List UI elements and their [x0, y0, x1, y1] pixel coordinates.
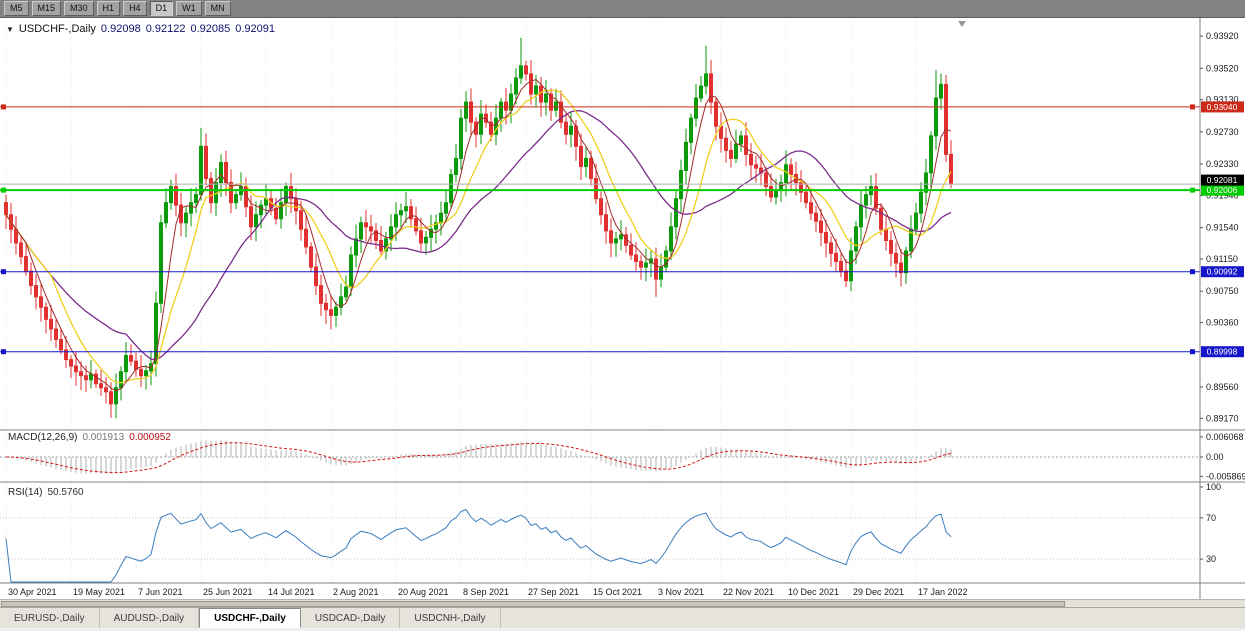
- horizontal-scrollbar[interactable]: [0, 599, 1245, 607]
- svg-text:17 Jan 2022: 17 Jan 2022: [918, 587, 968, 597]
- macd-pane: 0.006068 0.00 -0.005869: [0, 432, 1245, 481]
- svg-text:0.90750: 0.90750: [1206, 286, 1239, 296]
- svg-text:30 Apr 2021: 30 Apr 2021: [8, 587, 57, 597]
- timeframe-button-h4[interactable]: H4: [123, 1, 147, 16]
- svg-text:0.92081: 0.92081: [1207, 175, 1238, 185]
- ohlc-low: 0.92085: [190, 23, 231, 35]
- timeframe-button-mn[interactable]: MN: [204, 1, 231, 16]
- svg-text:10 Dec 2021: 10 Dec 2021: [788, 587, 839, 597]
- macd-name: MACD(12,26,9): [8, 432, 78, 443]
- svg-text:3 Nov 2021: 3 Nov 2021: [658, 587, 704, 597]
- chart-symbol-label: USDCHF-,Daily: [18, 23, 96, 35]
- svg-text:0.91540: 0.91540: [1206, 223, 1239, 233]
- svg-text:-0.005869: -0.005869: [1206, 471, 1245, 481]
- grid-layer: [5, 18, 917, 583]
- svg-text:0.90360: 0.90360: [1206, 318, 1239, 328]
- moving-averages-layer: [5, 78, 952, 392]
- timeframe-toolbar: M5 M15 M30 H1 H4 D1 W1 MN: [0, 0, 1245, 18]
- svg-text:0.89170: 0.89170: [1206, 413, 1239, 423]
- level-lines-layer[interactable]: [0, 104, 1200, 355]
- svg-text:0.006068: 0.006068: [1206, 432, 1244, 442]
- timeframe-button-w1[interactable]: W1: [176, 1, 202, 16]
- chart-title: ▼ USDCHF-,Daily 0.92098 0.92122 0.92085 …: [6, 23, 275, 35]
- macd-main-value: 0.001913: [82, 432, 125, 443]
- chart-dropdown-icon[interactable]: ▼: [6, 24, 14, 34]
- svg-text:19 May 2021: 19 May 2021: [73, 587, 125, 597]
- svg-text:30: 30: [1206, 554, 1216, 564]
- svg-text:20 Aug 2021: 20 Aug 2021: [398, 587, 449, 597]
- svg-text:27 Sep 2021: 27 Sep 2021: [528, 587, 579, 597]
- rsi-pane: 100 70 30: [0, 482, 1221, 583]
- candles-layer: [4, 37, 953, 419]
- tab-eurusd-daily[interactable]: EURUSD-,Daily: [0, 608, 100, 628]
- svg-text:0.92006: 0.92006: [1207, 185, 1238, 195]
- macd-indicator-label: MACD(12,26,9) 0.001913 0.000952: [8, 432, 171, 443]
- svg-text:25 Jun 2021: 25 Jun 2021: [203, 587, 253, 597]
- chart-tabs: EURUSD-,Daily AUDUSD-,Daily USDCHF-,Daily U…: [0, 607, 1245, 628]
- svg-text:100: 100: [1206, 482, 1221, 492]
- svg-text:0.93130: 0.93130: [1206, 95, 1239, 105]
- tab-usdcad-daily[interactable]: USDCAD-,Daily: [301, 608, 401, 628]
- timeframe-button-d1[interactable]: D1: [149, 1, 174, 16]
- timeframe-button-m30[interactable]: M30: [64, 1, 94, 16]
- pane-separators: [0, 18, 1245, 599]
- svg-text:0.93040: 0.93040: [1207, 102, 1238, 112]
- rsi-indicator-label: RSI(14) 50.5760: [8, 487, 84, 498]
- svg-text:14 Jul 2021: 14 Jul 2021: [268, 587, 315, 597]
- svg-text:29 Dec 2021: 29 Dec 2021: [853, 587, 904, 597]
- timeframe-button-m15[interactable]: M15: [31, 1, 62, 16]
- svg-text:70: 70: [1206, 513, 1216, 523]
- tab-audusd-daily[interactable]: AUDUSD-,Daily: [100, 608, 200, 628]
- tab-usdchf-daily[interactable]: USDCHF-,Daily: [199, 608, 301, 628]
- svg-text:22 Nov 2021: 22 Nov 2021: [723, 587, 774, 597]
- svg-text:8 Sep 2021: 8 Sep 2021: [463, 587, 509, 597]
- price-scale[interactable]: 0.939200.935200.931300.927300.923300.919…: [1200, 31, 1244, 423]
- svg-text:0.89998: 0.89998: [1207, 347, 1238, 357]
- svg-text:2 Aug 2021: 2 Aug 2021: [333, 587, 379, 597]
- chart-shift-icon: [958, 21, 966, 27]
- svg-text:0.93520: 0.93520: [1206, 63, 1239, 73]
- ohlc-high: 0.92122: [145, 23, 186, 35]
- bottom-strip: [0, 628, 1245, 631]
- svg-text:0.92730: 0.92730: [1206, 127, 1239, 137]
- svg-text:0.89560: 0.89560: [1206, 382, 1239, 392]
- ohlc-open: 0.92098: [100, 23, 141, 35]
- timeframe-button-m5[interactable]: M5: [4, 1, 29, 16]
- scrollbar-thumb[interactable]: [1, 601, 1066, 607]
- svg-text:0.92330: 0.92330: [1206, 159, 1239, 169]
- svg-text:0.93920: 0.93920: [1206, 31, 1239, 41]
- svg-text:0.90992: 0.90992: [1207, 267, 1238, 277]
- tab-usdcnh-daily[interactable]: USDCNH-,Daily: [400, 608, 501, 628]
- rsi-value: 50.5760: [47, 487, 84, 498]
- ohlc-close: 0.92091: [235, 23, 275, 35]
- macd-signal-value: 0.000952: [129, 432, 171, 443]
- rsi-name: RSI(14): [8, 487, 43, 498]
- svg-text:0.00: 0.00: [1206, 452, 1224, 462]
- svg-text:15 Oct 2021: 15 Oct 2021: [593, 587, 642, 597]
- timeframe-button-h1[interactable]: H1: [96, 1, 121, 16]
- time-axis[interactable]: 30 Apr 2021 19 May 2021 7 Jun 2021 25 Jun 2…: [8, 587, 968, 597]
- svg-text:7 Jun 2021: 7 Jun 2021: [138, 587, 183, 597]
- svg-text:0.91150: 0.91150: [1206, 254, 1238, 264]
